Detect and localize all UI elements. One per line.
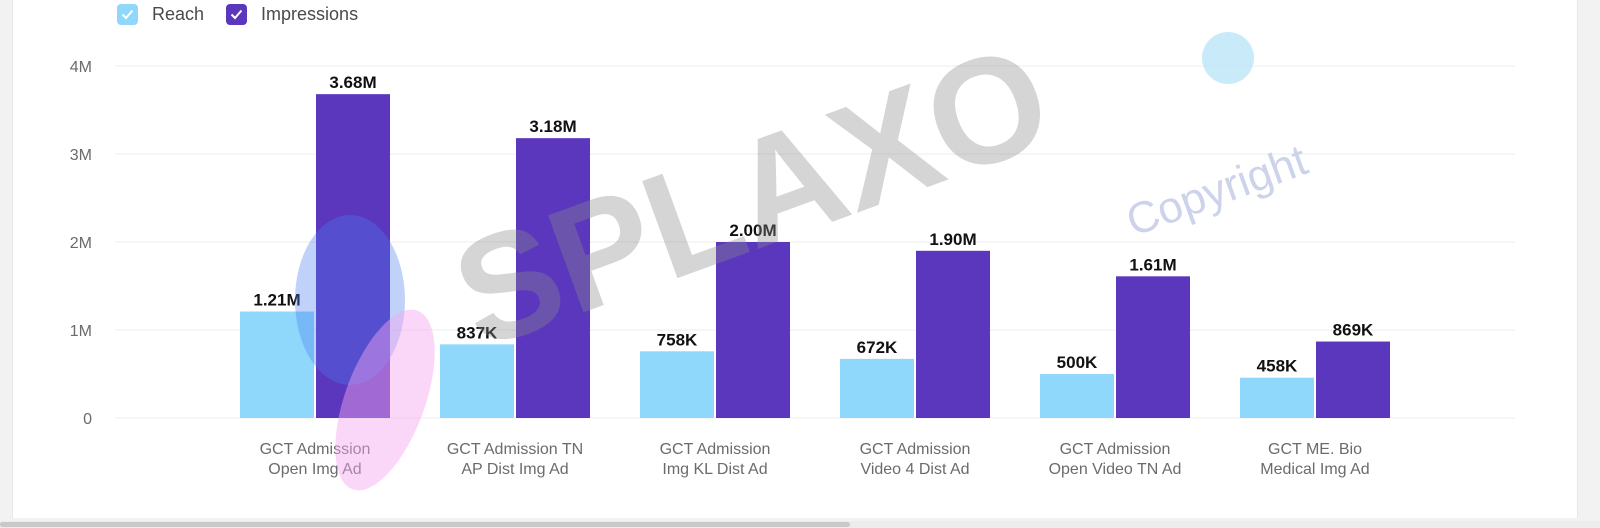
bar-reach — [1040, 374, 1114, 418]
bar-reach — [440, 344, 514, 418]
y-tick-label: 4M — [70, 59, 92, 76]
bar-reach — [1240, 377, 1314, 418]
x-tick-label: GCT Admission — [1060, 441, 1171, 458]
x-tick-label: GCT Admission — [260, 441, 371, 458]
bar-reach — [240, 311, 314, 418]
data-label: 837K — [457, 323, 498, 342]
data-label: 1.21M — [253, 291, 300, 310]
data-label: 458K — [1257, 357, 1298, 376]
y-tick-label: 3M — [70, 147, 92, 164]
data-label: 869K — [1333, 321, 1374, 340]
bar-impressions — [916, 250, 990, 418]
x-tick-label: Video 4 Dist Ad — [860, 461, 969, 478]
x-tick-label: GCT ME. Bio — [1268, 441, 1362, 458]
legend-item-impressions[interactable]: Impressions — [226, 4, 358, 25]
data-label: 2.00M — [729, 221, 776, 240]
x-tick-label: Open Video TN Ad — [1049, 461, 1182, 478]
chart-legend: Reach Impressions — [117, 4, 380, 25]
bar-impressions — [516, 138, 590, 418]
x-tick-label: GCT Admission — [860, 441, 971, 458]
legend-label: Reach — [152, 4, 205, 24]
data-label: 3.68M — [329, 73, 376, 92]
watermark-dot — [1202, 32, 1254, 84]
data-label: 672K — [857, 338, 898, 357]
data-label: 3.18M — [529, 117, 576, 136]
scrollbar-thumb[interactable] — [0, 522, 850, 527]
check-icon[interactable] — [117, 4, 138, 25]
x-tick-label: Open Img Ad — [268, 461, 361, 478]
x-tick-label: AP Dist Img Ad — [461, 461, 568, 478]
y-tick-label: 1M — [70, 323, 92, 340]
bar-impressions — [716, 242, 790, 418]
data-label: 758K — [657, 330, 698, 349]
chart-panel — [12, 0, 1578, 518]
x-tick-label: GCT Admission TN — [447, 441, 583, 458]
y-tick-label: 0 — [83, 411, 92, 428]
bar-impressions — [1316, 341, 1390, 418]
x-tick-label: Img KL Dist Ad — [662, 461, 767, 478]
data-label: 1.90M — [929, 230, 976, 249]
y-tick-label: 2M — [70, 235, 92, 252]
data-label: 1.61M — [1129, 255, 1176, 274]
check-icon[interactable] — [226, 4, 248, 25]
bar-impressions — [316, 94, 390, 418]
watermark-blob — [295, 215, 405, 385]
watermark-blob — [335, 309, 435, 491]
data-label: 500K — [1057, 353, 1098, 372]
x-tick-label: Medical Img Ad — [1260, 461, 1369, 478]
bar-reach — [840, 358, 914, 418]
legend-item-reach[interactable]: Reach — [117, 4, 204, 25]
legend-label: Impressions — [261, 4, 359, 24]
bar-reach — [640, 351, 714, 418]
x-tick-label: GCT Admission — [660, 441, 771, 458]
bar-impressions — [1116, 276, 1190, 418]
